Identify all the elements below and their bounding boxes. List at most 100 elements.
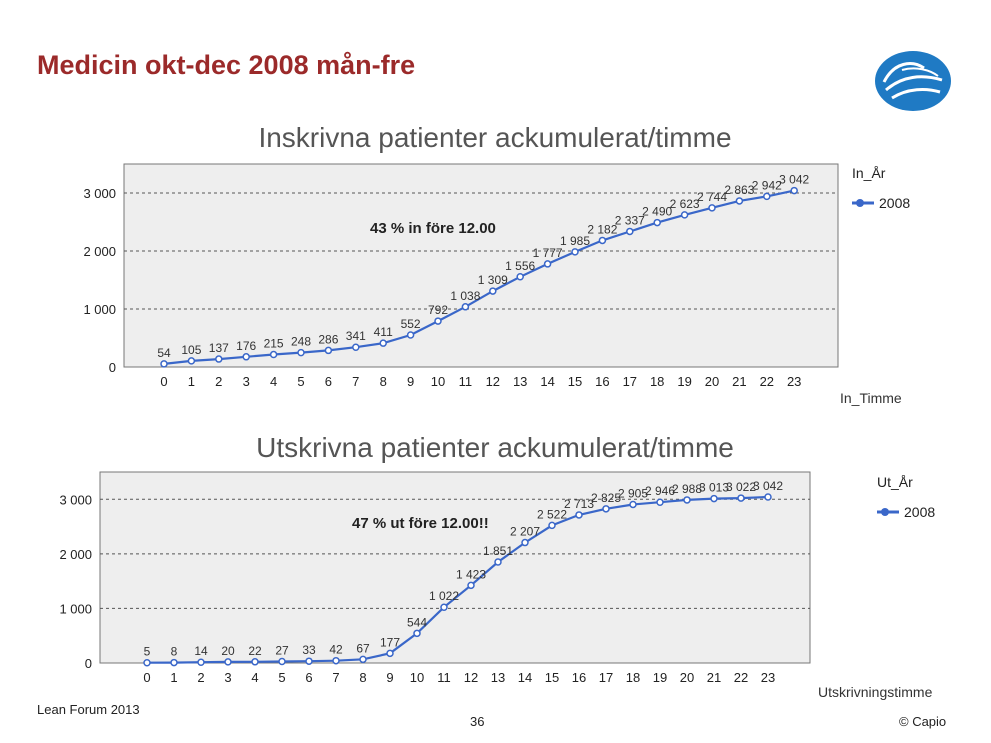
slide-title: Medicin okt-dec 2008 mån-fre [37,50,416,80]
data-point [386,649,394,658]
data-label: 215 [264,337,284,351]
x-tick-label: 19 [653,670,667,685]
data-point [571,248,579,256]
data-point [710,494,718,503]
x-tick-label: 3 [224,670,231,685]
x-tick-label: 4 [251,670,258,685]
data-point [324,346,333,355]
data-point [602,505,610,513]
data-point [683,496,691,504]
data-point [224,658,232,666]
data-label: 3 022 [726,480,756,494]
discharges-chart: Utskrivna patienter ackumulerat/timme 0 1 … [59,432,935,700]
x-tick-label: 20 [705,374,719,389]
x-tick-label: 5 [278,670,285,685]
plot-area [99,471,811,664]
x-tick-label: 16 [572,670,586,685]
x-tick-label: 21 [707,670,721,685]
y-tick-label: 0 [109,360,116,375]
data-point [467,581,475,590]
data-label: 3 042 [753,479,783,493]
data-label: 2 825 [591,491,621,505]
data-label: 552 [401,317,421,331]
x-tick-label: 23 [761,670,775,685]
data-point [332,656,340,665]
data-label: 248 [291,335,311,349]
x-tick-label: 0 [160,374,167,389]
data-label: 1 423 [456,567,486,581]
data-point [516,273,524,281]
data-point [575,511,583,519]
data-point [629,500,637,509]
x-tick-label: 21 [732,374,746,389]
data-label: 2 713 [564,497,594,511]
data-point [626,227,634,236]
data-point [160,360,168,368]
data-label: 20 [221,644,235,658]
x-tick-label: 10 [410,670,424,685]
x-tick-label: 7 [352,374,359,389]
data-point [764,493,772,501]
data-point [379,339,387,347]
x-tick-label: 15 [568,374,582,389]
data-label: 2 623 [670,197,700,211]
data-point [790,186,798,195]
data-point [440,603,448,611]
x-tick-label: 17 [599,670,613,685]
x-tick-label: 9 [407,374,414,389]
data-label: 1 309 [478,273,508,287]
data-label: 1 985 [560,234,590,248]
data-label: 2 182 [587,222,617,236]
data-point [406,331,415,339]
data-label: 8 [171,645,178,659]
data-label: 2 522 [537,507,567,521]
x-tick-label: 8 [359,670,366,685]
data-label: 5 [144,645,151,659]
data-label: 2 744 [697,190,727,204]
x-tick-label: 15 [545,670,559,685]
x-tick-label: 1 [188,374,195,389]
x-tick-label: 4 [270,374,277,389]
copyright: © Capio [899,714,947,729]
data-point [656,498,664,506]
x-tick-label: 2 [215,374,222,389]
x-tick-label: 13 [513,374,527,389]
y-tick-label: 3 000 [83,186,116,201]
data-point [543,260,552,268]
y-tick-label: 1 000 [59,601,92,616]
admissions-chart: Inskrivna patienter ackumulerat/timme 0 1 … [83,122,910,406]
x-tick-label: 8 [380,374,387,389]
y-tick-label: 1 000 [83,302,116,317]
legend-label: 2008 [904,504,935,520]
data-label: 1 022 [429,589,459,603]
x-tick-label: 20 [680,670,694,685]
x-tick-label: 10 [431,374,445,389]
chart-title: Inskrivna patienter ackumulerat/timme [258,122,731,153]
page-number: 36 [470,714,485,729]
data-point [763,192,771,201]
data-label: 42 [329,643,343,657]
x-tick-label: 7 [332,670,339,685]
data-point [735,197,744,205]
legend-title: In_År [852,165,886,181]
data-point [251,658,259,666]
series-line [163,189,795,365]
data-label: 2 207 [510,525,540,539]
x-tick-label: 14 [518,670,532,685]
annotation: 43 % in före 12.00 [370,220,496,237]
data-point [170,658,178,667]
x-tick-label: 18 [626,670,640,685]
data-label: 286 [318,332,338,346]
legend-marker [881,508,889,516]
data-label: 2 905 [618,486,648,500]
x-axis-label: Utskrivningstimme [818,684,933,700]
data-point [359,655,367,664]
data-label: 3 042 [779,173,809,187]
data-label: 2 337 [615,213,645,227]
x-tick-label: 1 [170,670,177,685]
x-tick-label: 9 [386,670,393,685]
y-tick-label: 3 000 [59,492,92,507]
data-point [143,658,151,667]
data-label: 14 [194,644,208,658]
data-point [352,343,360,351]
